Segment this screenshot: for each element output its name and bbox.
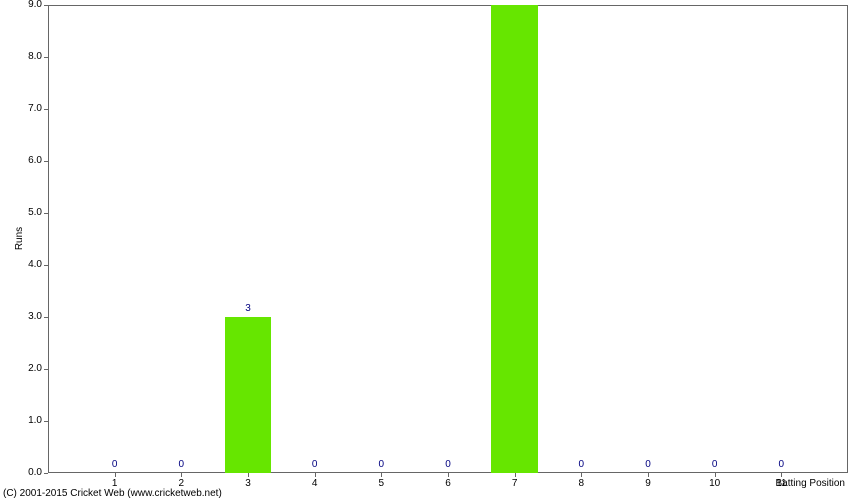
bar-value-label: 0 <box>100 459 130 470</box>
x-tick-label: 3 <box>233 478 263 489</box>
y-tick-label: 3.0 <box>18 311 42 322</box>
x-tick-mark <box>581 473 582 477</box>
y-tick-mark <box>44 109 48 110</box>
x-tick-label: 7 <box>500 478 530 489</box>
y-tick-mark <box>44 369 48 370</box>
bar-value-label: 0 <box>366 459 396 470</box>
x-tick-label: 8 <box>566 478 596 489</box>
x-tick-mark <box>115 473 116 477</box>
y-tick-label: 6.0 <box>18 155 42 166</box>
x-axis-label: Batting Position <box>776 478 846 489</box>
bar-value-label: 0 <box>766 459 796 470</box>
bar <box>225 317 272 473</box>
bar-value-label: 0 <box>700 459 730 470</box>
bar-value-label: 3 <box>233 303 263 314</box>
y-tick-label: 7.0 <box>18 103 42 114</box>
x-tick-label: 5 <box>366 478 396 489</box>
x-tick-label: 6 <box>433 478 463 489</box>
bar-value-label: 0 <box>433 459 463 470</box>
y-tick-mark <box>44 5 48 6</box>
x-tick-mark <box>381 473 382 477</box>
bar-value-label: 0 <box>566 459 596 470</box>
y-tick-label: 1.0 <box>18 415 42 426</box>
y-tick-mark <box>44 473 48 474</box>
bar-value-label: 0 <box>300 459 330 470</box>
x-tick-label: 10 <box>700 478 730 489</box>
x-tick-mark <box>315 473 316 477</box>
y-tick-mark <box>44 317 48 318</box>
y-tick-mark <box>44 265 48 266</box>
x-tick-label: 9 <box>633 478 663 489</box>
x-tick-mark <box>781 473 782 477</box>
y-tick-mark <box>44 213 48 214</box>
x-tick-mark <box>448 473 449 477</box>
x-tick-mark <box>248 473 249 477</box>
bar <box>491 5 538 473</box>
y-tick-label: 2.0 <box>18 363 42 374</box>
y-tick-mark <box>44 161 48 162</box>
y-tick-label: 9.0 <box>18 0 42 10</box>
plot-area <box>48 5 848 473</box>
copyright-text: (C) 2001-2015 Cricket Web (www.cricketwe… <box>3 488 222 499</box>
x-tick-label: 4 <box>300 478 330 489</box>
y-tick-label: 4.0 <box>18 259 42 270</box>
x-tick-mark <box>515 473 516 477</box>
chart-container: 0.01.02.03.04.05.06.07.08.09.0 123456789… <box>0 0 850 500</box>
y-tick-label: 8.0 <box>18 51 42 62</box>
bar-value-label: 9 <box>500 0 530 2</box>
x-tick-mark <box>715 473 716 477</box>
x-tick-mark <box>181 473 182 477</box>
y-tick-mark <box>44 57 48 58</box>
y-tick-label: 5.0 <box>18 207 42 218</box>
x-tick-mark <box>648 473 649 477</box>
y-axis-label: Runs <box>14 227 25 250</box>
y-tick-label: 0.0 <box>18 467 42 478</box>
bar-value-label: 0 <box>166 459 196 470</box>
y-tick-mark <box>44 421 48 422</box>
bar-value-label: 0 <box>633 459 663 470</box>
